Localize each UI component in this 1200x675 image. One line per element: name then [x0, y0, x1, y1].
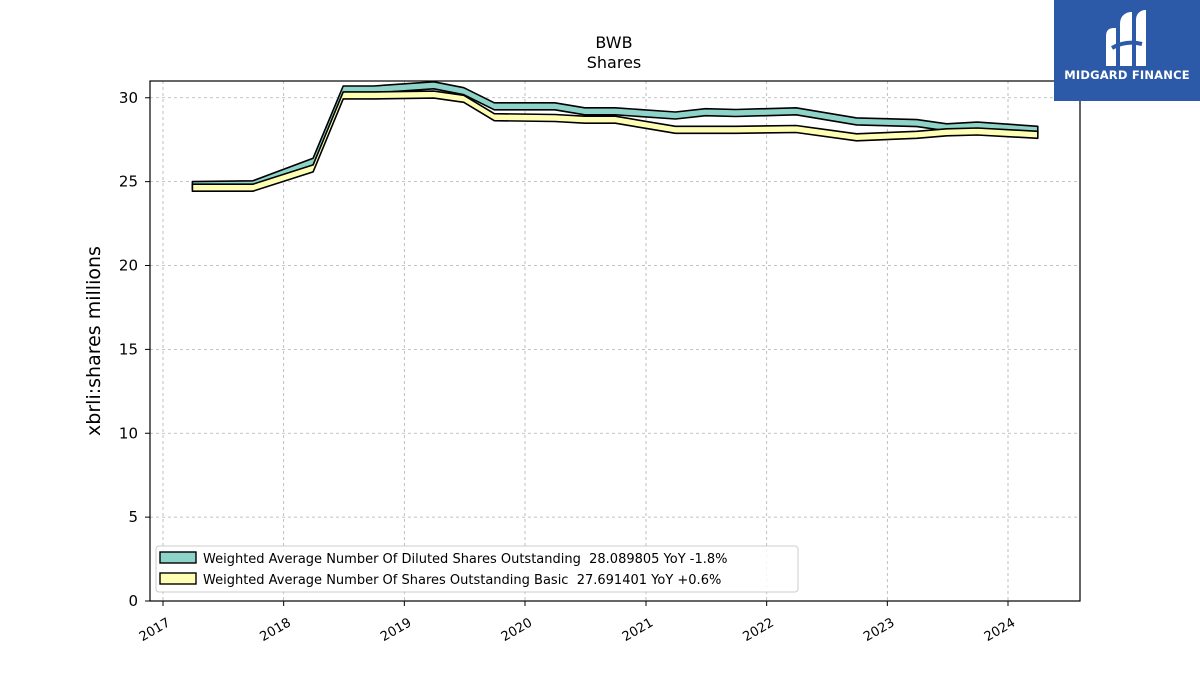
y-axis-label: xbrli:shares millions — [83, 246, 105, 436]
y-tick-label: 15 — [119, 340, 138, 358]
y-tick-label: 20 — [119, 257, 138, 275]
legend-swatch-diluted — [159, 551, 197, 564]
series-areas — [191, 81, 1039, 192]
x-axis: 2017 2018 2019 2020 2021 2022 2023 2024 — [137, 601, 1018, 645]
x-tick-label: 2023 — [861, 615, 897, 645]
y-tick-label: 0 — [128, 592, 138, 610]
x-tick-label: 2018 — [258, 615, 294, 645]
x-tick-label: 2019 — [378, 615, 414, 645]
y-tick-label: 5 — [128, 508, 138, 526]
x-tick-label: 2020 — [499, 615, 535, 645]
x-tick-label: 2024 — [982, 615, 1018, 645]
series-band-basic — [191, 90, 1039, 192]
y-tick-label: 25 — [119, 173, 138, 191]
y-tick-label: 10 — [119, 424, 138, 442]
plot-frame — [149, 80, 1081, 602]
x-tick-label: 2017 — [137, 615, 173, 645]
legend: Weighted Average Number Of Diluted Share… — [155, 545, 799, 593]
y-tick-label: 30 — [119, 89, 138, 107]
chart-subtitle: Shares — [587, 53, 642, 72]
logo-text: MIDGARD FINANCE — [1064, 68, 1190, 82]
midgard-finance-logo: MIDGARD FINANCE — [1054, 0, 1200, 101]
chart-title: BWB — [595, 33, 632, 52]
legend-box — [155, 545, 799, 593]
x-tick-label: 2021 — [620, 615, 656, 645]
logo-mark-icon — [1106, 10, 1146, 66]
y-axis: 0 5 10 15 20 25 30 — [119, 89, 150, 610]
x-tick-label: 2022 — [741, 615, 777, 645]
legend-label-basic: Weighted Average Number Of Shares Outsta… — [203, 573, 721, 588]
grid — [150, 81, 1080, 602]
legend-swatch-basic — [159, 572, 197, 585]
legend-label-diluted: Weighted Average Number Of Diluted Share… — [203, 552, 728, 567]
